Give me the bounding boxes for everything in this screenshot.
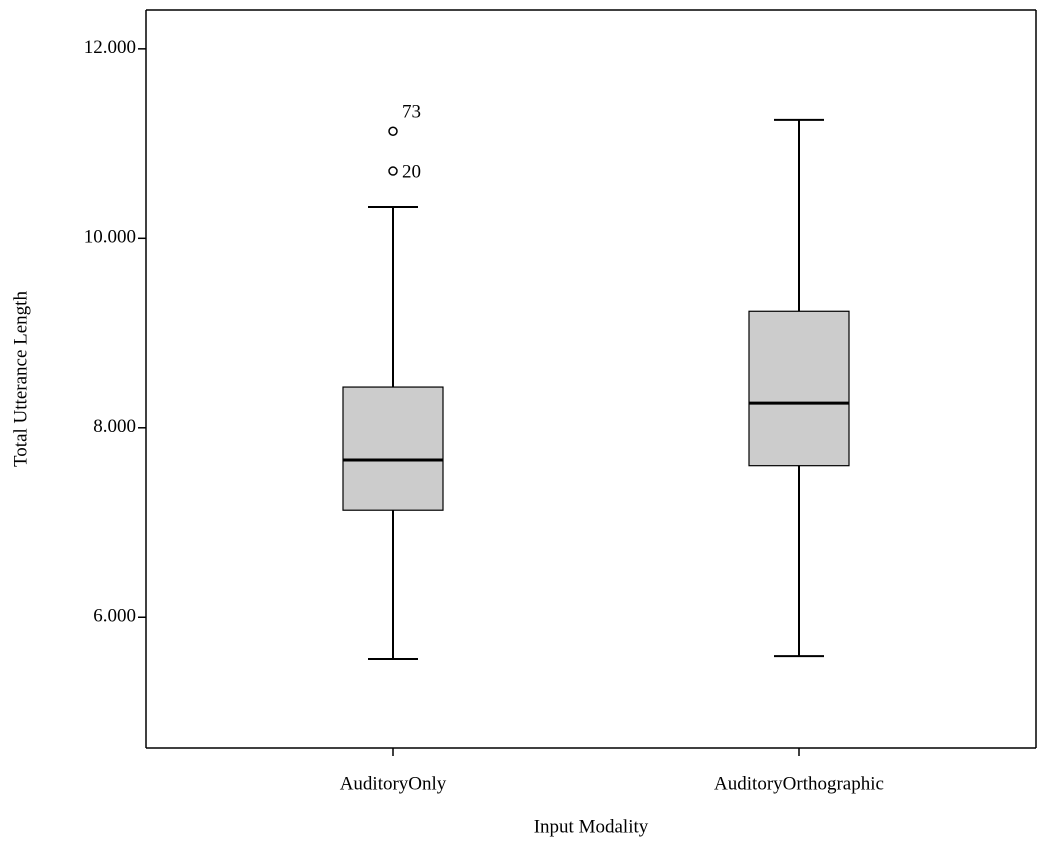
y-axis-title: Total Utterance Length [10, 291, 31, 467]
y-tick-label: 6.000 [93, 606, 136, 627]
outlier [388, 126, 398, 137]
x-axis-title: Input Modality [534, 816, 649, 837]
y-tick-label: 8.000 [93, 416, 136, 437]
y-tick-label: 10.000 [84, 227, 136, 248]
x-tick-label: AuditoryOnly [340, 773, 447, 794]
y-tick-label: 12.000 [84, 37, 136, 58]
outlier-label: 20 [402, 161, 421, 182]
box [748, 310, 850, 467]
outlier-label: 73 [402, 102, 421, 123]
box [342, 386, 444, 511]
outlier [388, 166, 398, 176]
x-tick-label: AuditoryOrthographic [714, 773, 884, 794]
